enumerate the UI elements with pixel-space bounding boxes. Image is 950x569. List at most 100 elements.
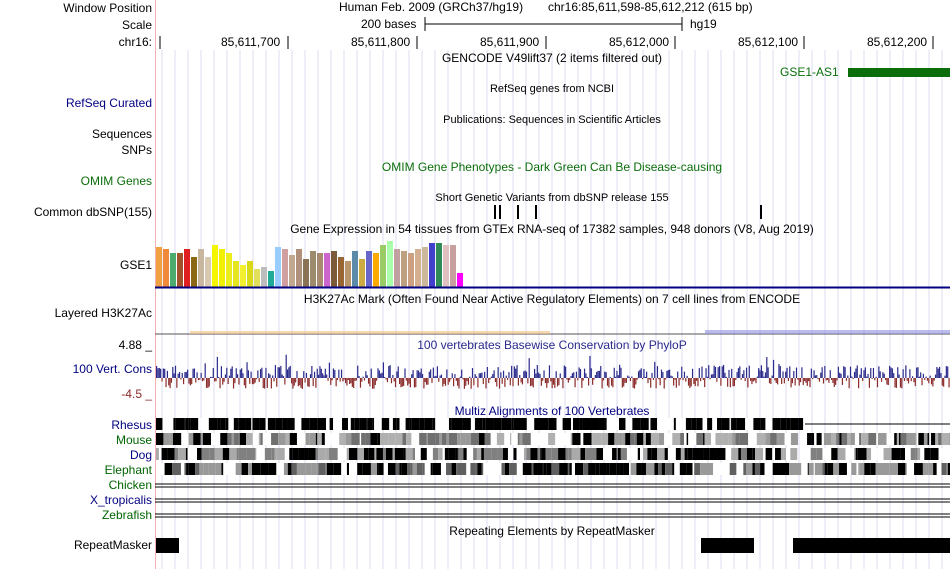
multiz-block [661,463,666,475]
multiz-block [772,418,781,430]
cons-pos [493,370,495,378]
multiz-block [156,418,163,430]
multiz-block [947,463,950,475]
multiz-block [372,418,375,430]
species-dog[interactable]: Dog [129,448,152,462]
multiz-block [824,463,828,475]
multiz-block [699,448,704,460]
cons-neg [180,378,182,380]
cons-pos [619,364,621,378]
cons-neg [906,378,908,381]
multiz-block [595,463,600,475]
multiz-block [504,433,511,445]
multiz-block [665,463,673,475]
cons-pos [728,369,730,378]
cons-neg [343,378,345,380]
cons-neg [327,378,329,381]
cons-neg [223,378,225,382]
species-chicken[interactable]: Chicken [108,478,152,492]
cons-pos [712,374,714,378]
cons-neg [948,378,950,388]
multiz-block [839,463,847,475]
snps-label[interactable]: SNPs [121,143,152,157]
species-rhesus[interactable]: Rhesus [111,418,152,432]
omim-label[interactable]: OMIM Genes [80,174,152,188]
cons-neg [554,378,556,388]
species-mouse[interactable]: Mouse [115,433,152,447]
multiz-block [930,448,939,460]
cons-pos [889,365,891,378]
cons-neg [687,378,690,386]
multiz-block [379,433,384,445]
gencode-gene-label[interactable]: GSE1-AS1 [780,65,839,79]
cons-neg [624,378,626,383]
cons-pos [440,374,443,378]
cons-pos [578,367,580,378]
multiz-block [345,433,352,445]
cons-pos [743,370,745,378]
multiz-block [530,448,538,460]
species-elephant[interactable]: Elephant [104,463,152,477]
cons-neg [582,378,584,381]
multiz-block [350,418,355,430]
cons-pos [937,368,939,378]
gtex-bar [156,247,162,287]
species-x-tropicalis[interactable]: X_tropicalis [89,493,152,507]
gtex-bar [289,255,295,287]
cons-pos [296,371,298,378]
multiz-block [387,463,396,475]
sequences-label[interactable]: Sequences [91,127,152,141]
cons-pos [922,373,924,378]
cons-label[interactable]: 100 Vert. Cons [72,362,152,376]
multiz-block [324,433,331,445]
cons-neg [373,378,375,389]
multiz-block [866,448,872,460]
multiz-block [657,448,665,460]
cons-neg [169,378,171,389]
multiz-block [928,463,934,475]
cons-neg [709,378,711,380]
gtex-bar [443,245,449,287]
cons-neg [527,378,529,384]
cons-pos [378,370,380,378]
h3k27ac-label[interactable]: Layered H3K27Ac [54,306,152,320]
dbsnp-label[interactable]: Common dbSNP(155) [33,205,152,219]
species-zebrafish[interactable]: Zebrafish [101,508,152,522]
multiz-block [227,433,232,445]
refseq-label[interactable]: RefSeq Curated [65,96,152,110]
multiz-block [245,433,253,445]
multiz-block [362,463,371,475]
cons-pos [250,371,252,378]
multiz-block [688,433,697,445]
cons-neg [284,378,286,385]
multiz-block [241,463,249,475]
multiz-block [654,463,659,475]
browser-track-area[interactable]: Human Feb. 2009 (GRCh37/hg19) chr16:85,6… [155,0,950,569]
gtex-bar [387,241,393,287]
multiz-block [798,418,804,430]
multiz-block [816,448,823,460]
cons-neg [636,378,638,380]
cons-pos [779,366,781,378]
cons-neg [191,378,193,385]
multiz-block [609,463,617,475]
gtex-label[interactable]: GSE1 [119,258,152,272]
multiz-block [696,418,703,430]
multiz-block [746,448,753,460]
cons-neg [408,378,410,384]
cons-neg [880,378,883,382]
multiz-block [156,463,165,475]
cons-neg [601,378,603,389]
cons-neg [424,378,426,383]
multiz-block [889,463,899,475]
cons-pos [917,367,919,378]
cons-neg [647,378,649,384]
cons-pos [745,367,748,378]
multiz-block [424,463,428,475]
multiz-block [422,463,425,475]
cons-pos [471,368,474,378]
multiz-block [309,418,318,430]
repeatmasker-label[interactable]: RepeatMasker [73,538,152,552]
multiz-block [348,418,351,430]
multiz-block [329,448,338,460]
